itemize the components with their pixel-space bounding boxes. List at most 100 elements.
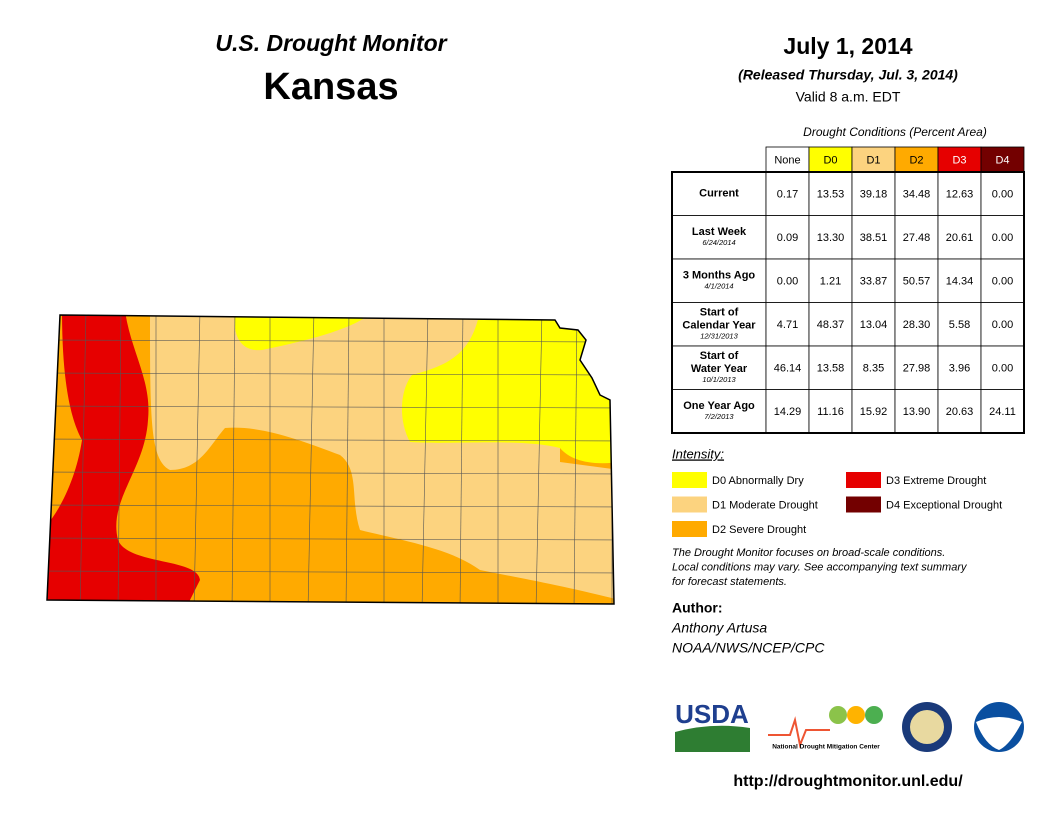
value-cell xyxy=(851,345,896,390)
doc-seal xyxy=(902,702,952,752)
seal xyxy=(910,710,944,744)
state-outline xyxy=(46,314,615,605)
value-cell xyxy=(808,389,853,434)
value-cell xyxy=(851,258,896,303)
row-label: Water Year xyxy=(691,363,748,375)
value-cell xyxy=(894,171,939,216)
d0-area xyxy=(401,315,614,464)
legend-title: Intensity: xyxy=(672,446,724,461)
row-label: Start of xyxy=(700,350,739,362)
value-cell xyxy=(937,345,982,390)
author-heading: Author: xyxy=(672,600,723,616)
value: 27.48 xyxy=(903,232,931,244)
seal xyxy=(976,717,1022,750)
county-line xyxy=(421,315,429,604)
column-header xyxy=(851,146,896,173)
row-label: Start of xyxy=(700,306,739,318)
row-label: 3 Months Ago xyxy=(683,269,756,281)
legend-swatch xyxy=(846,496,881,513)
ndmc-line xyxy=(768,716,830,749)
note: The Drought Monitor focuses on broad-sca… xyxy=(672,547,945,559)
value-cell xyxy=(851,389,896,434)
value: 38.51 xyxy=(860,232,888,244)
column-label: D2 xyxy=(909,154,923,166)
value-cell xyxy=(808,215,853,260)
value: 0.00 xyxy=(992,319,1013,331)
value-cell xyxy=(980,345,1025,390)
note: for forecast statements. xyxy=(672,576,787,588)
county-line xyxy=(47,570,614,574)
value: 20.63 xyxy=(946,406,974,418)
row-label: One Year Ago xyxy=(683,400,755,412)
value: 0.09 xyxy=(777,232,798,244)
value: 11.16 xyxy=(817,406,844,418)
column-label: None xyxy=(774,154,800,166)
value: 13.30 xyxy=(817,232,845,244)
author-org: NOAA/NWS/NCEP/CPC xyxy=(672,640,825,656)
column-header xyxy=(765,146,810,173)
column-header xyxy=(937,146,982,173)
value: 24.11 xyxy=(989,406,1016,418)
date: July 1, 2014 xyxy=(783,33,912,59)
author-name: Anthony Artusa xyxy=(671,620,767,636)
value-cell xyxy=(765,345,810,390)
noaa-seal xyxy=(974,702,1024,752)
row-label: Current xyxy=(699,188,739,200)
row-cell xyxy=(671,345,767,390)
legend-label: D3 Extreme Drought xyxy=(886,475,986,487)
value-cell xyxy=(937,171,982,216)
value-cell xyxy=(937,215,982,260)
county-line xyxy=(535,315,543,604)
county-line xyxy=(117,315,122,604)
county-line xyxy=(193,315,201,604)
map xyxy=(47,315,614,604)
value-cell xyxy=(980,389,1025,434)
value: 46.14 xyxy=(774,363,802,375)
value: 14.29 xyxy=(774,406,802,418)
value: 33.87 xyxy=(860,276,888,288)
row-label: Calendar Year xyxy=(682,319,756,331)
value: 15.92 xyxy=(860,406,888,418)
value: 1.21 xyxy=(820,276,841,288)
value-cell xyxy=(937,389,982,434)
usda-logo: USDA xyxy=(675,699,750,752)
value: 48.37 xyxy=(817,319,845,331)
value: 27.98 xyxy=(903,363,931,375)
value: 13.90 xyxy=(903,406,931,418)
legend-swatch xyxy=(846,472,881,488)
value: 0.00 xyxy=(992,232,1013,244)
value-cell xyxy=(765,258,810,303)
value: 20.61 xyxy=(946,232,974,244)
legend-swatch xyxy=(672,472,707,488)
valid: Valid 8 a.m. EDT xyxy=(796,89,901,105)
value: 50.57 xyxy=(903,276,931,288)
legend-label: D0 Abnormally Dry xyxy=(712,475,804,487)
value-cell xyxy=(765,171,810,216)
value-cell xyxy=(851,171,896,216)
row-date: 6/24/2014 xyxy=(702,238,735,247)
d3-area xyxy=(47,315,200,604)
county-line xyxy=(47,405,614,409)
url[interactable]: http://droughtmonitor.unl.edu/ xyxy=(733,773,963,790)
row-cell xyxy=(671,171,767,216)
row-date: 12/31/2013 xyxy=(700,332,738,341)
value-cell xyxy=(808,258,853,303)
legend-swatch xyxy=(672,521,707,537)
row-date: 7/2/2013 xyxy=(704,412,734,421)
column-label: D3 xyxy=(952,154,966,166)
table-border xyxy=(671,171,1025,434)
value-cell xyxy=(765,215,810,260)
row-label: Last Week xyxy=(692,226,747,238)
county-line xyxy=(47,471,614,475)
value-cell xyxy=(894,215,939,260)
county-line xyxy=(231,315,236,604)
usda-swoosh xyxy=(675,725,750,752)
value-cell xyxy=(980,302,1025,347)
value: 4.71 xyxy=(777,319,798,331)
legend-label: D4 Exceptional Drought xyxy=(886,499,1002,511)
county-line xyxy=(345,315,350,604)
ndmc-logo: National Drought Mitigation Center xyxy=(768,706,883,751)
value: 14.34 xyxy=(946,276,974,288)
row-cell xyxy=(671,215,767,260)
